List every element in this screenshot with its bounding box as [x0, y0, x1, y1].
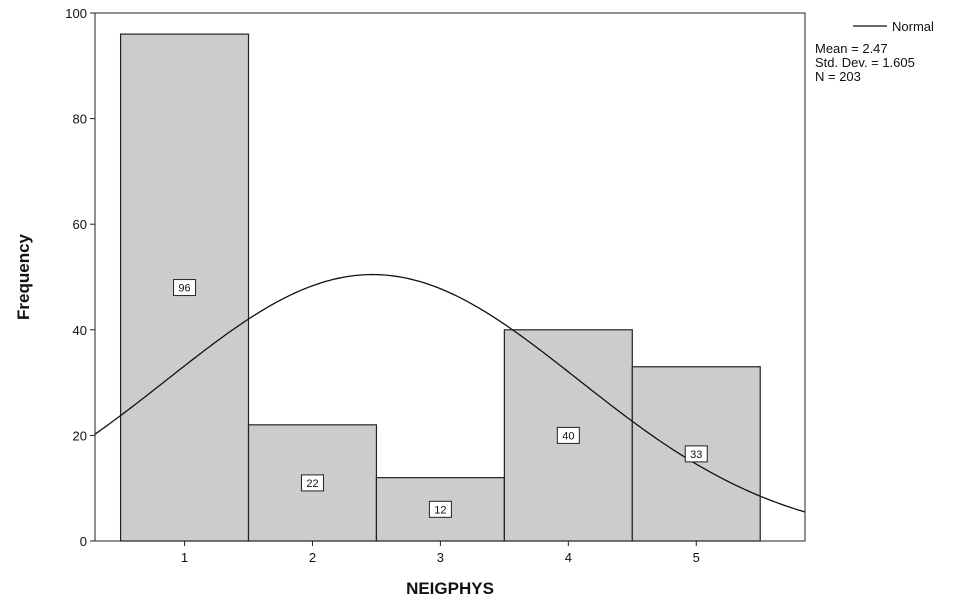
- x-tick-label-4: 4: [565, 550, 572, 565]
- x-axis-title: NEIGPHYS: [406, 579, 494, 598]
- bar-label-2: 22: [306, 478, 318, 490]
- x-tick-label-5: 5: [693, 550, 700, 565]
- bar-label-box-2: [300, 474, 324, 492]
- stats-n: N = 203: [815, 69, 861, 84]
- x-tick-label-1: 1: [181, 550, 188, 565]
- x-axis: 1 2 3 4 5: [181, 541, 700, 565]
- bar-label-4: 40: [562, 430, 574, 442]
- y-tick-label-80: 80: [73, 112, 87, 127]
- bar-label-box-1: [173, 279, 197, 297]
- bar-label-5: 33: [690, 449, 702, 461]
- bar-label-1: 96: [178, 283, 190, 295]
- y-tick-label-20: 20: [73, 428, 87, 443]
- bar-labels-layer: 96 22 12 40 33: [173, 279, 708, 518]
- y-axis: 0 20 40 60 80 100: [65, 6, 95, 549]
- x-tick-label-2: 2: [309, 550, 316, 565]
- y-axis-title: Frequency: [14, 233, 33, 320]
- bar-label-3: 12: [434, 504, 446, 516]
- bar-label-box-5: [684, 445, 708, 463]
- y-tick-label-60: 60: [73, 217, 87, 232]
- y-tick-label-0: 0: [80, 534, 87, 549]
- legend: Normal Mean = 2.47 Std. Dev. = 1.605 N =…: [815, 19, 934, 84]
- y-tick-label-100: 100: [65, 6, 87, 21]
- bars-layer: [119, 33, 761, 542]
- bar-label-box-4: [556, 426, 580, 444]
- stats-std-dev: Std. Dev. = 1.605: [815, 55, 915, 70]
- legend-normal-label: Normal: [892, 19, 934, 34]
- bar-label-box-3: [428, 500, 452, 518]
- x-tick-label-3: 3: [437, 550, 444, 565]
- stats-mean: Mean = 2.47: [815, 41, 888, 56]
- y-tick-label-40: 40: [73, 323, 87, 338]
